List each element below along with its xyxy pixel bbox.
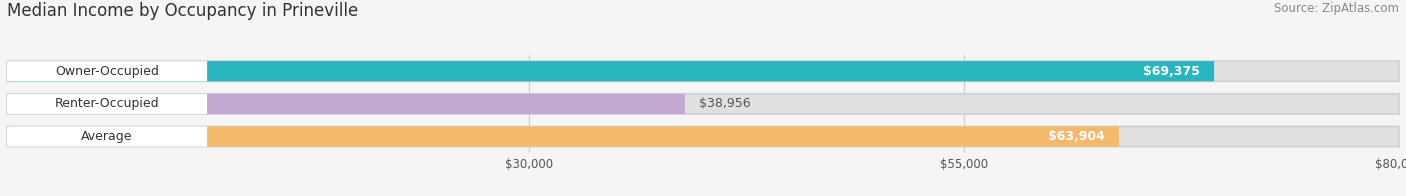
FancyBboxPatch shape (7, 61, 207, 81)
Text: Source: ZipAtlas.com: Source: ZipAtlas.com (1274, 2, 1399, 15)
FancyBboxPatch shape (7, 94, 207, 114)
Text: $69,375: $69,375 (1143, 65, 1201, 78)
Text: $38,956: $38,956 (699, 97, 751, 110)
Text: $63,904: $63,904 (1047, 130, 1105, 143)
Text: Median Income by Occupancy in Prineville: Median Income by Occupancy in Prineville (7, 2, 359, 20)
FancyBboxPatch shape (7, 126, 1399, 147)
Text: Owner-Occupied: Owner-Occupied (55, 65, 159, 78)
FancyBboxPatch shape (7, 126, 207, 147)
Text: Average: Average (82, 130, 132, 143)
FancyBboxPatch shape (7, 94, 1399, 114)
FancyBboxPatch shape (7, 61, 1215, 81)
FancyBboxPatch shape (7, 126, 1119, 147)
Text: Renter-Occupied: Renter-Occupied (55, 97, 159, 110)
FancyBboxPatch shape (7, 61, 1399, 81)
FancyBboxPatch shape (7, 94, 685, 114)
